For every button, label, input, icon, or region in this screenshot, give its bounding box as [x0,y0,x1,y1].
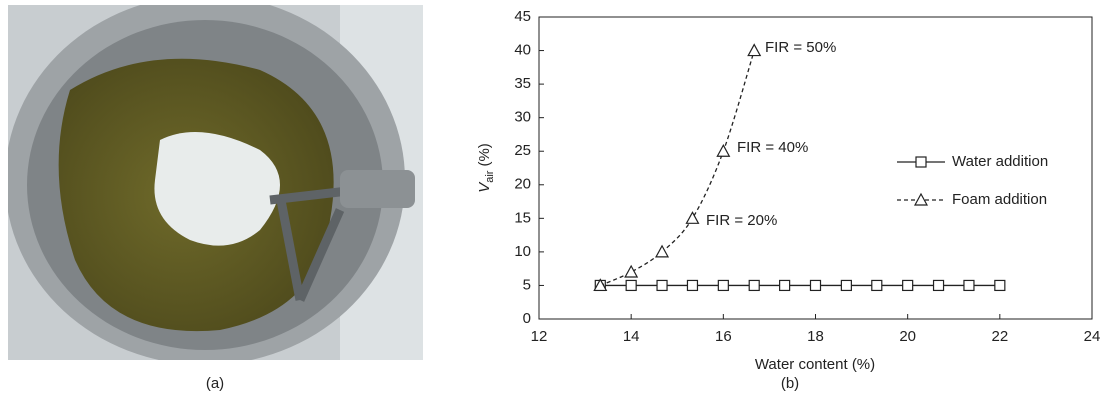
legend-label: Foam addition [952,191,1047,208]
data-point [748,279,760,292]
y-tick-label: 5 [523,276,531,293]
legend-label: Water addition [952,153,1048,170]
y-tick-label: 45 [514,8,531,25]
data-point [625,279,637,292]
data-point [902,279,914,292]
x-tick-label: 16 [715,328,732,345]
legend-marker [915,156,927,168]
data-point [840,279,852,292]
data-point [994,279,1006,292]
y-tick-label: 35 [514,75,531,92]
data-point [655,244,670,258]
data-point [685,211,700,224]
data-point [717,279,729,292]
photo [8,5,423,360]
photo-label: (a) [206,375,224,392]
data-point [932,279,945,292]
y-tick-label: 10 [514,243,531,260]
x-tick-label: 24 [1084,328,1101,345]
data-point [593,278,608,292]
y-tick-label: 30 [514,109,531,126]
x-tick-label: 12 [531,328,548,345]
y-tick-label: 25 [514,142,531,159]
y-tick-label: 20 [514,176,531,193]
y-tick-label: 15 [514,209,531,226]
foam [154,132,280,246]
y-axis-title-sub: air [484,170,496,183]
data-point [747,43,762,57]
y-axis-title: Vair (%) [476,143,496,193]
data-point [779,279,791,292]
x-tick-label: 22 [991,328,1008,345]
x-tick-label: 14 [623,328,640,345]
data-point [686,279,699,292]
annotation: FIR = 20% [706,212,777,229]
data-point [963,279,975,292]
x-axis-title: Water content (%) [755,356,875,373]
series-line [600,50,755,287]
data-point [809,279,822,292]
y-axis-title-main: V [476,181,493,193]
beater-hub [340,170,415,208]
annotation: FIR = 50% [765,39,836,56]
panel-label: (b) [781,375,799,392]
data-point [656,279,668,292]
y-axis-title-unit: (%) [476,143,493,166]
x-tick-label: 18 [807,328,824,345]
legend-marker [913,192,929,206]
annotation: FIR = 40% [737,139,808,156]
data-point [624,264,639,278]
y-tick-label: 40 [514,42,531,59]
y-tick-label: 0 [523,310,531,327]
data-point [871,279,883,292]
data-point [716,143,731,157]
x-tick-label: 20 [899,328,916,345]
